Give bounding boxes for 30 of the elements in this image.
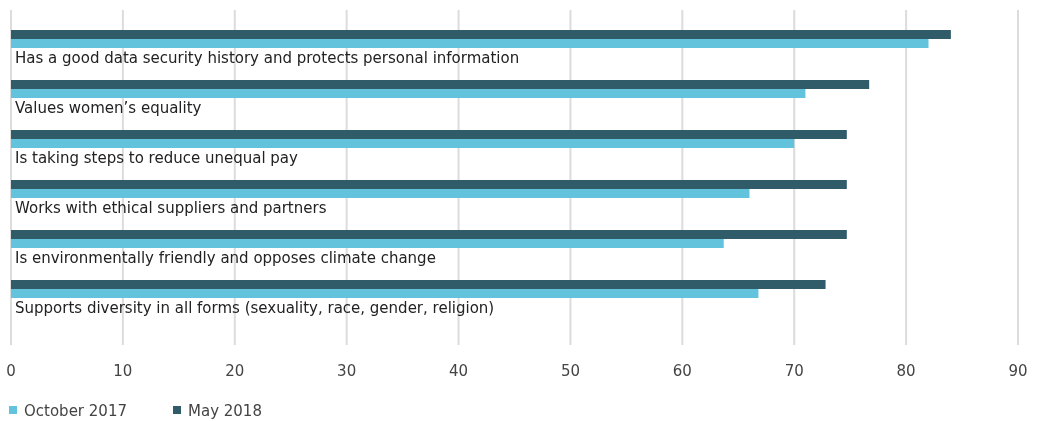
y-tick-label: Works with ethical suppliers and partners [15,199,327,217]
x-tick-label: 80 [896,362,916,380]
x-tick-label: 60 [672,362,692,380]
y-tick-label: Is environmentally friendly and opposes climate change [15,249,436,267]
x-tick-label: 20 [225,362,245,380]
legend-label: May 2018 [188,402,262,420]
x-tick-label: 50 [560,362,580,380]
x-tick-label: 0 [6,362,16,380]
x-tick-label: 10 [113,362,133,380]
bar [11,39,929,48]
legend-label: October 2017 [24,402,127,420]
x-tick-label: 70 [784,362,804,380]
bar [11,280,826,289]
bar [11,130,847,139]
bar [11,80,870,89]
bar [11,180,847,189]
bar [11,230,847,239]
bar [11,239,724,248]
bar [11,89,806,98]
y-tick-label: Supports diversity in all forms (sexuality, race, gender, religion) [15,299,495,317]
bar [11,30,951,39]
bar [11,289,759,298]
bar [11,139,795,148]
x-tick-label: 40 [449,362,469,380]
y-tick-label: Has a good data security history and protects personal information [15,49,520,67]
x-tick-label: 90 [1008,362,1028,380]
bar [11,189,750,198]
y-tick-label: Is taking steps to reduce unequal pay [15,149,299,167]
y-tick-label: Values women’s equality [15,99,202,117]
x-tick-label: 30 [337,362,357,380]
